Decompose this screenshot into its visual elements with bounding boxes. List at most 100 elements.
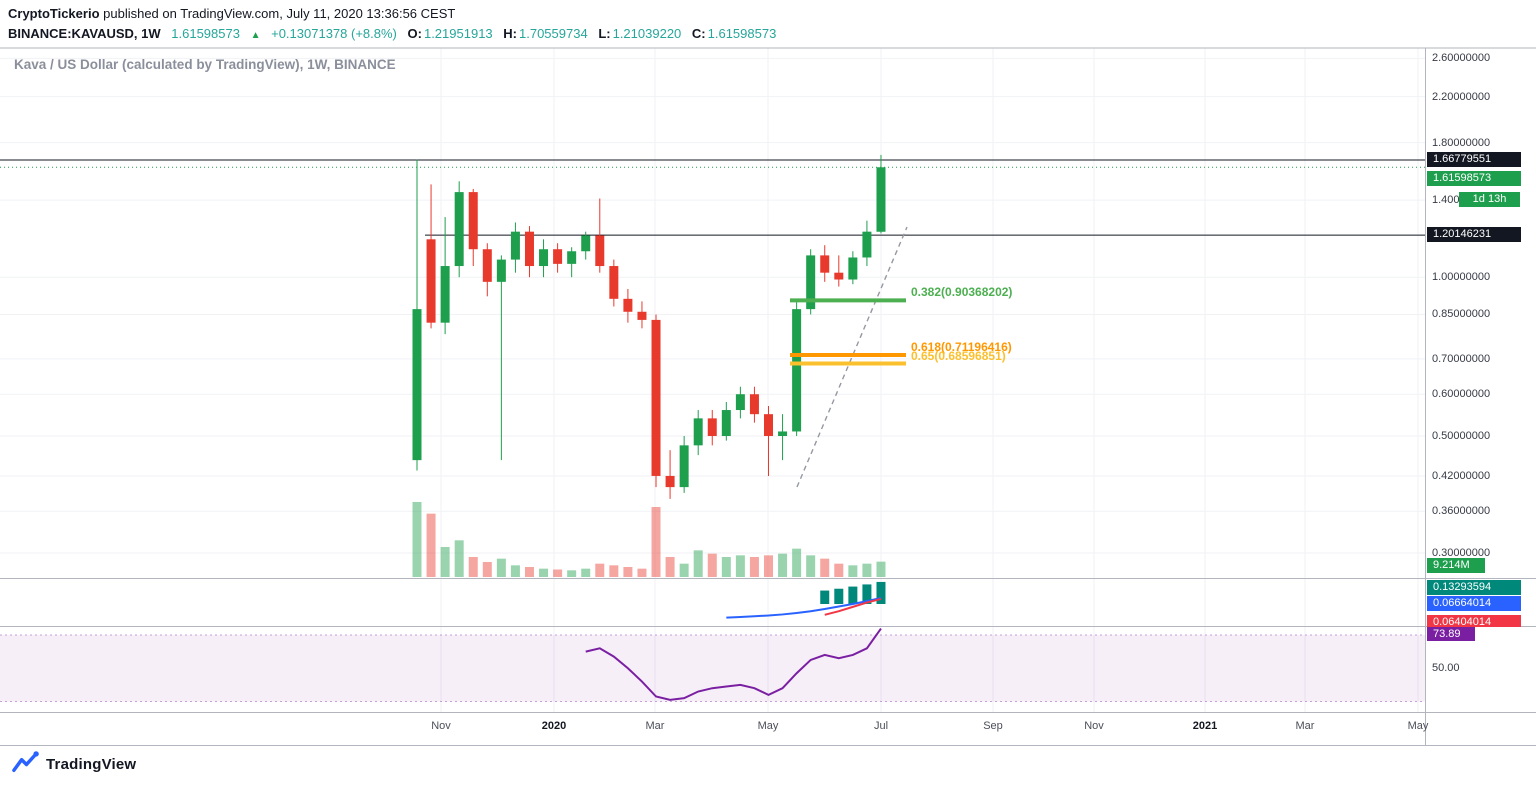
indicator-histogram-badge: 0.13293594 bbox=[1427, 580, 1521, 595]
candle-body bbox=[778, 431, 788, 436]
volume-bar bbox=[820, 558, 830, 577]
indicator-red-badge: 0.06404014 bbox=[1427, 615, 1521, 627]
last-price-badge: 1.61598573 bbox=[1427, 171, 1521, 187]
volume-bar bbox=[735, 555, 745, 577]
indicator-histogram-bar bbox=[848, 586, 858, 604]
volume-bar bbox=[524, 566, 534, 577]
low-pair: L: 1.21039220 bbox=[598, 26, 681, 41]
trendline[interactable] bbox=[796, 226, 908, 488]
candle-body bbox=[412, 309, 422, 461]
last-price-text: 1.61598573 bbox=[171, 26, 240, 41]
tradingview-logo-text: TradingView bbox=[46, 756, 137, 773]
candle-body bbox=[848, 257, 858, 280]
volume-bar bbox=[482, 561, 492, 577]
candle-body bbox=[623, 298, 633, 312]
volume-bar bbox=[792, 548, 802, 577]
volume-bar bbox=[637, 568, 647, 577]
up-arrow-icon: ▲ bbox=[250, 30, 261, 41]
high-pair: H: 1.70559734 bbox=[503, 26, 587, 41]
candle-body bbox=[440, 266, 450, 323]
candle-body bbox=[553, 249, 563, 264]
symbol-interval-label: BINANCE:KAVAUSD, 1W bbox=[8, 26, 161, 41]
indicator-histogram-bar bbox=[834, 588, 844, 604]
tradingview-logo-icon bbox=[12, 751, 39, 773]
volume-bar bbox=[496, 558, 506, 577]
candle-body bbox=[820, 255, 830, 273]
volume-bar bbox=[693, 550, 703, 577]
price-tick-label: 0.50000000 bbox=[1432, 429, 1491, 442]
candle-body bbox=[693, 418, 703, 446]
volume-bar bbox=[454, 540, 464, 577]
candle-body bbox=[468, 192, 478, 250]
volume-bar bbox=[651, 506, 661, 577]
indicator-histogram-bar bbox=[820, 590, 830, 604]
price-level-badge-mid[interactable]: 1.20146231 bbox=[1427, 227, 1521, 243]
open-pair: O: 1.21951913 bbox=[408, 26, 493, 41]
open-value: 1.21951913 bbox=[423, 26, 493, 41]
change-text: +0.13071378 (+8.8%) bbox=[271, 26, 397, 41]
time-tick-label: Nov bbox=[1084, 720, 1104, 732]
candle-body bbox=[426, 239, 436, 323]
candle-body bbox=[567, 251, 577, 264]
indicator-histogram-bar bbox=[876, 581, 886, 604]
candle-body bbox=[735, 394, 745, 411]
volume-bar bbox=[567, 570, 577, 577]
volume-bar bbox=[876, 561, 886, 577]
volume-bar bbox=[595, 563, 605, 577]
price-tick-label: 0.70000000 bbox=[1432, 352, 1491, 365]
time-tick-label: Mar bbox=[1295, 720, 1315, 732]
time-tick-label: 2020 bbox=[541, 720, 567, 732]
price-tick-label: 0.85000000 bbox=[1432, 308, 1491, 321]
fib-level-label[interactable]: 0.65(0.68596851) bbox=[911, 348, 1006, 363]
candle-body bbox=[539, 249, 549, 267]
candle-body bbox=[679, 445, 689, 488]
candle-body bbox=[496, 259, 506, 282]
candle-body bbox=[581, 235, 591, 252]
low-label: L: bbox=[598, 26, 611, 41]
time-tick-label: Jul bbox=[873, 720, 889, 732]
volume-bar bbox=[553, 569, 563, 577]
volume-bar bbox=[862, 563, 872, 577]
volume-bar bbox=[581, 568, 591, 577]
price-tick-label: 1.00000000 bbox=[1432, 271, 1491, 284]
chart-legend-title[interactable]: Kava / US Dollar (calculated by TradingV… bbox=[14, 57, 396, 72]
close-value: 1.61598573 bbox=[707, 26, 777, 41]
open-label: O: bbox=[407, 26, 422, 41]
volume-bar bbox=[778, 553, 788, 577]
volume-bar bbox=[679, 563, 689, 577]
rsi-value-badge: 73.89 bbox=[1427, 627, 1475, 641]
candle-body bbox=[862, 231, 872, 258]
candle-body bbox=[510, 231, 520, 260]
volume-bar bbox=[468, 556, 478, 577]
bar-countdown-badge: 1d 13h bbox=[1459, 192, 1520, 208]
volume-bar bbox=[426, 513, 436, 577]
candle-body bbox=[721, 410, 731, 436]
volume-bar bbox=[749, 556, 759, 577]
indicator-histogram-bar bbox=[862, 584, 872, 604]
volume-bar bbox=[609, 565, 619, 577]
volume-bar bbox=[806, 555, 816, 577]
symbol-ohlc-row: BINANCE:KAVAUSD, 1W 1.61598573 ▲ +0.1307… bbox=[8, 26, 783, 41]
volume-bar bbox=[539, 568, 549, 577]
candle-body bbox=[876, 167, 886, 232]
low-value: 1.21039220 bbox=[612, 26, 682, 41]
candle-body bbox=[665, 475, 675, 488]
volume-bar bbox=[707, 553, 717, 577]
candle-body bbox=[834, 272, 844, 280]
fib-level-label[interactable]: 0.382(0.90368202) bbox=[911, 285, 1013, 300]
volume-bar bbox=[834, 563, 844, 577]
price-level-badge-high[interactable]: 1.66779551 bbox=[1427, 152, 1521, 168]
volume-bar bbox=[848, 565, 858, 577]
fib-level-label[interactable]: 0.618(0.71196416) bbox=[911, 340, 1012, 355]
price-tick-label: 1.80000000 bbox=[1432, 136, 1491, 149]
candle-body bbox=[792, 309, 802, 432]
close-pair: C: 1.61598573 bbox=[692, 26, 776, 41]
price-tick-label: 0.36000000 bbox=[1432, 505, 1491, 518]
price-tick-label: 2.20000000 bbox=[1432, 90, 1491, 103]
candle-body bbox=[609, 266, 619, 299]
time-tick-label: Sep bbox=[983, 720, 1003, 732]
close-label: C: bbox=[691, 26, 706, 41]
tradingview-logo[interactable]: TradingView bbox=[12, 751, 136, 778]
volume-bar bbox=[412, 501, 422, 577]
